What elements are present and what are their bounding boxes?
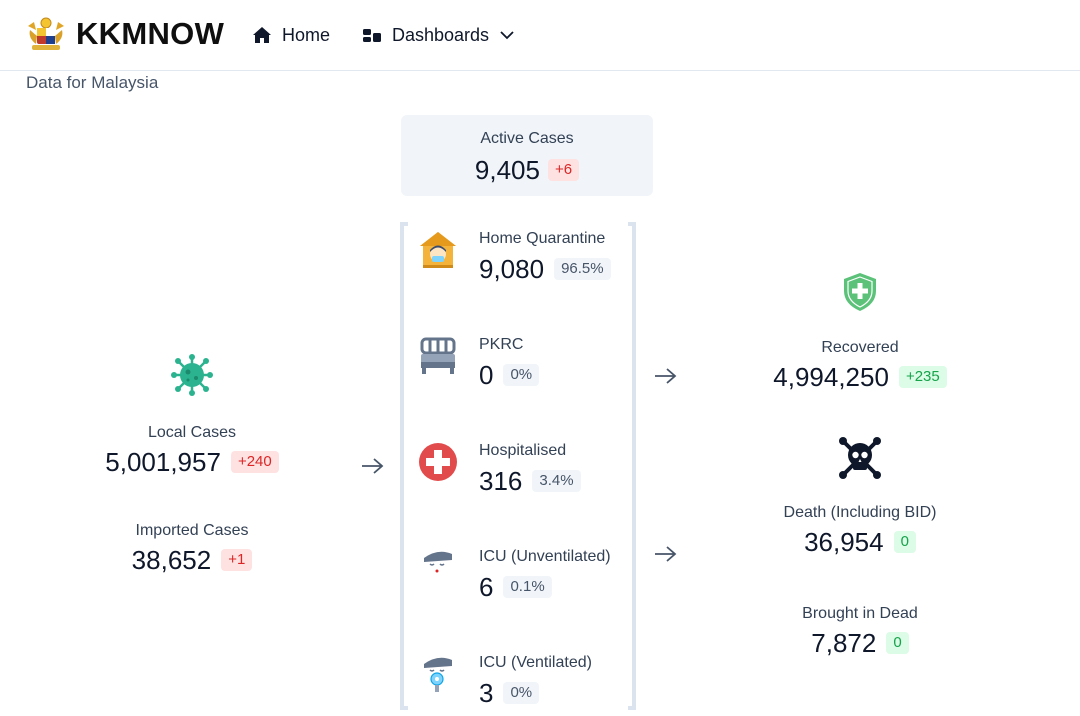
right-bracket (628, 222, 636, 710)
icu-patient-icon (418, 548, 458, 588)
category-label: ICU (Unventilated) (479, 548, 611, 565)
home-quarantine-icon (418, 230, 458, 270)
active-cases-card: Active Cases 9,405 +6 (401, 115, 653, 196)
category-label: Home Quarantine (479, 230, 606, 247)
imported-cases-block: Imported Cases 38,652 +1 (92, 521, 292, 577)
category-percent: 3.4% (532, 470, 581, 492)
imported-cases-value: 38,652 (131, 545, 212, 575)
arrow-right-icon (653, 366, 679, 386)
coat-of-arms-logo[interactable] (24, 16, 68, 52)
active-cases-value: 9,405 (474, 155, 540, 185)
category-percent: 0.1% (503, 576, 552, 598)
imported-cases-delta: +1 (221, 549, 253, 571)
shield-plus-icon (842, 271, 878, 318)
category-value: 0 (479, 360, 494, 390)
skull-crossbones-icon (838, 436, 882, 485)
left-bracket (400, 222, 408, 710)
virus-icon (171, 354, 213, 401)
category-value: 9,080 (479, 254, 545, 284)
death-block: Death (Including BID) 36,954 0 (740, 436, 980, 559)
category-home-quarantine: Home Quarantine 9,080 96.5% (418, 226, 628, 296)
nav-dashboards-menu[interactable]: Dashboards (362, 22, 515, 48)
home-icon (252, 26, 272, 44)
chevron-down-icon (499, 30, 515, 40)
bed-icon (418, 336, 458, 376)
category-label: PKRC (479, 336, 524, 353)
hospital-cross-icon (418, 442, 458, 482)
recovered-value: 4,994,250 (773, 362, 889, 392)
death-value: 36,954 (804, 527, 884, 557)
ventilated-patient-icon (418, 654, 458, 694)
nav-dashboards-label: Dashboards (392, 24, 490, 45)
nav-home-label: Home (282, 24, 331, 45)
brought-in-dead-label: Brought in Dead (802, 605, 918, 622)
local-cases-delta: +240 (230, 451, 279, 473)
category-hospitalised: Hospitalised 316 3.4% (418, 438, 628, 508)
category-icu-ventilated: ICU (Ventilated) 3 0% (418, 650, 628, 716)
page-subtitle: Data for Malaysia (26, 73, 159, 92)
brought-in-dead-delta: 0 (886, 632, 909, 654)
recovered-label: Recovered (821, 339, 899, 356)
active-cases-delta: +6 (547, 159, 580, 181)
category-value: 6 (479, 572, 494, 602)
local-cases-block: Local Cases 5,001,957 +240 (92, 354, 292, 479)
category-value: 3 (479, 678, 494, 708)
category-icu-unventilated: ICU (Unventilated) 6 0.1% (418, 544, 628, 614)
arrow-right-icon (653, 544, 679, 564)
death-delta: 0 (893, 531, 916, 553)
brought-in-dead-block: Brought in Dead 7,872 0 (740, 604, 980, 660)
category-label: Hospitalised (479, 442, 567, 459)
brand-name[interactable]: KKMNOW (76, 16, 225, 51)
recovered-block: Recovered 4,994,250 +235 (740, 271, 980, 394)
dashboard-grid-icon (362, 27, 382, 43)
local-cases-value: 5,001,957 (105, 447, 221, 477)
category-percent: 0% (503, 682, 540, 704)
death-label: Death (Including BID) (783, 504, 937, 521)
category-percent: 96.5% (554, 258, 611, 280)
category-pkrc: PKRC 0 0% (418, 332, 628, 402)
brought-in-dead-value: 7,872 (811, 628, 877, 658)
category-value: 316 (479, 466, 523, 496)
nav-home-link[interactable]: Home (252, 22, 330, 48)
local-cases-label: Local Cases (147, 424, 237, 441)
navbar: KKMNOW Home Dashboards (0, 0, 1080, 71)
recovered-delta: +235 (898, 366, 947, 388)
active-cases-label: Active Cases (480, 130, 574, 147)
imported-cases-label: Imported Cases (135, 522, 249, 539)
category-label: ICU (Ventilated) (479, 654, 592, 671)
arrow-right-icon (360, 456, 386, 476)
category-percent: 0% (503, 364, 540, 386)
